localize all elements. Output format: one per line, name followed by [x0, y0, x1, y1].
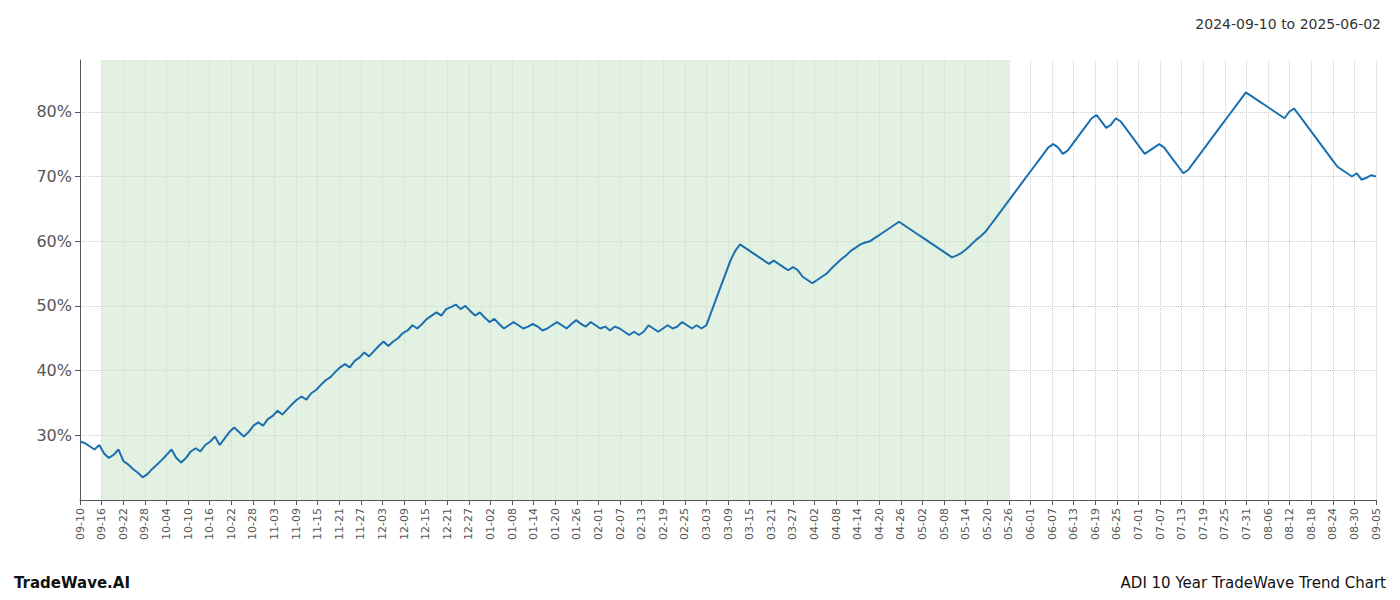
svg-text:09-10: 09-10 [74, 508, 87, 540]
svg-text:TradeWave.AI: TradeWave.AI [14, 574, 130, 592]
svg-text:02-13: 02-13 [635, 508, 648, 540]
svg-text:09-28: 09-28 [138, 508, 151, 540]
svg-text:30%: 30% [36, 426, 72, 445]
svg-text:10-16: 10-16 [203, 508, 216, 540]
svg-text:11-21: 11-21 [333, 508, 346, 540]
svg-text:11-03: 11-03 [268, 508, 281, 540]
svg-text:01-20: 01-20 [549, 508, 562, 540]
svg-text:04-14: 04-14 [851, 508, 864, 540]
svg-text:05-20: 05-20 [981, 508, 994, 540]
svg-text:01-14: 01-14 [527, 508, 540, 540]
svg-text:10-28: 10-28 [246, 508, 259, 540]
svg-text:08-30: 08-30 [1348, 508, 1361, 540]
svg-text:03-03: 03-03 [700, 508, 713, 540]
svg-text:11-15: 11-15 [311, 508, 324, 540]
svg-text:50%: 50% [36, 296, 72, 315]
svg-text:05-26: 05-26 [1002, 508, 1015, 540]
svg-text:07-31: 07-31 [1240, 508, 1253, 540]
svg-text:07-25: 07-25 [1218, 508, 1231, 540]
svg-text:03-15: 03-15 [743, 508, 756, 540]
svg-text:40%: 40% [36, 361, 72, 380]
svg-text:02-19: 02-19 [657, 508, 670, 540]
svg-text:11-09: 11-09 [290, 508, 303, 540]
svg-text:04-26: 04-26 [894, 508, 907, 540]
svg-text:10-10: 10-10 [182, 508, 195, 540]
svg-text:03-27: 03-27 [786, 508, 799, 540]
svg-text:07-13: 07-13 [1175, 508, 1188, 540]
svg-text:03-09: 03-09 [722, 508, 735, 540]
svg-text:02-07: 02-07 [614, 508, 627, 540]
svg-text:06-07: 06-07 [1046, 508, 1059, 540]
svg-text:60%: 60% [36, 232, 72, 251]
svg-text:12-03: 12-03 [376, 508, 389, 540]
svg-text:06-19: 06-19 [1089, 508, 1102, 540]
svg-text:09-16: 09-16 [95, 508, 108, 540]
svg-text:08-12: 08-12 [1283, 508, 1296, 540]
svg-text:05-14: 05-14 [959, 508, 972, 540]
svg-text:03-21: 03-21 [765, 508, 778, 540]
svg-text:04-02: 04-02 [808, 508, 821, 540]
svg-text:06-25: 06-25 [1110, 508, 1123, 540]
svg-text:04-20: 04-20 [873, 508, 886, 540]
svg-text:06-01: 06-01 [1024, 508, 1037, 540]
svg-text:08-06: 08-06 [1262, 508, 1275, 540]
svg-text:07-19: 07-19 [1197, 508, 1210, 540]
svg-text:12-27: 12-27 [462, 508, 475, 540]
svg-text:04-08: 04-08 [830, 508, 843, 540]
svg-text:08-24: 08-24 [1326, 508, 1339, 540]
svg-text:10-04: 10-04 [160, 508, 173, 540]
svg-text:02-25: 02-25 [678, 508, 691, 540]
svg-text:06-13: 06-13 [1067, 508, 1080, 540]
svg-text:01-02: 01-02 [484, 508, 497, 540]
svg-text:10-22: 10-22 [225, 508, 238, 540]
svg-text:80%: 80% [36, 102, 72, 121]
svg-text:01-26: 01-26 [570, 508, 583, 540]
svg-text:70%: 70% [36, 167, 72, 186]
svg-text:02-01: 02-01 [592, 508, 605, 540]
svg-text:07-01: 07-01 [1132, 508, 1145, 540]
svg-text:09-22: 09-22 [117, 508, 130, 540]
svg-text:08-18: 08-18 [1305, 508, 1318, 540]
svg-text:05-02: 05-02 [916, 508, 929, 540]
svg-text:11-27: 11-27 [354, 508, 367, 540]
svg-text:12-15: 12-15 [419, 508, 432, 540]
svg-text:07-07: 07-07 [1154, 508, 1167, 540]
svg-text:2024-09-10 to 2025-06-02: 2024-09-10 to 2025-06-02 [1195, 16, 1381, 32]
svg-text:12-09: 12-09 [398, 508, 411, 540]
svg-text:09-05: 09-05 [1370, 508, 1383, 540]
svg-text:ADI 10 Year TradeWave Trend Ch: ADI 10 Year TradeWave Trend Chart [1121, 574, 1387, 592]
svg-text:12-21: 12-21 [441, 508, 454, 540]
svg-text:05-08: 05-08 [938, 508, 951, 540]
svg-text:01-08: 01-08 [506, 508, 519, 540]
